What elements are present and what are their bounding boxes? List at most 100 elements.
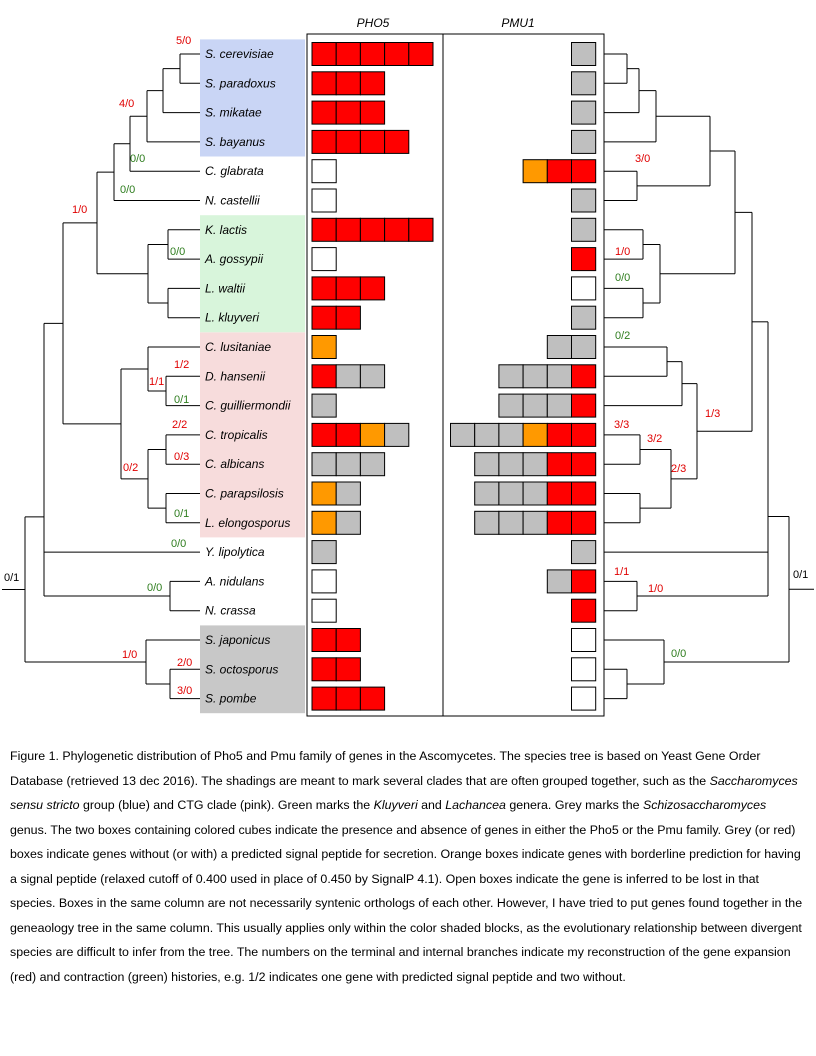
pho5-gene-cube-grey — [335, 364, 361, 389]
pho5-gene-cube-red — [311, 628, 337, 652]
pho5-gene-cube-red — [359, 217, 386, 242]
pho5-gene-cube-open — [311, 569, 337, 594]
pmu1-gene-cube-red — [571, 510, 597, 535]
pho5-column-header: PHO5 — [357, 16, 390, 30]
left-branch-label: 1/0 — [122, 649, 137, 661]
pho5-gene-cube-red — [311, 276, 337, 301]
right-species-tree — [604, 53, 814, 700]
pho5-gene-cube-red — [311, 100, 337, 125]
pho5-gene-cube-red — [408, 42, 434, 66]
left-branch-label: 5/0 — [176, 35, 191, 47]
pho5-gene-cube-red — [311, 42, 337, 66]
caption-text-4: genera. Grey marks the — [505, 798, 643, 812]
pmu1-gene-cube-open — [571, 628, 597, 652]
pho5-gene-cube-red — [359, 686, 386, 711]
gene-box-frames: PHO5 PMU1 — [306, 16, 605, 717]
pho5-gene-cube-red — [311, 129, 337, 154]
pho5-gene-cube-red — [384, 129, 410, 154]
pmu1-gene-cube-red — [571, 481, 597, 506]
pho5-gene-cube-red — [335, 422, 361, 447]
caption-text-1: Figure 1. Phylogenetic distribution of P… — [10, 749, 761, 788]
pmu1-gene-cube-grey — [498, 510, 524, 535]
pho5-gene-cube-orange — [311, 481, 337, 506]
figure-caption: Figure 1. Phylogenetic distribution of P… — [10, 744, 806, 989]
left-branch-label: 0/1 — [174, 394, 189, 406]
caption-text-5: genus. The two boxes containing colored … — [10, 822, 803, 984]
pmu1-gene-cube-grey — [522, 481, 548, 506]
pho5-gene-cube-grey — [335, 452, 361, 477]
species-name: A. nidulans — [204, 574, 264, 588]
pho5-gene-cube-red — [384, 42, 410, 66]
right-branch-label: 3/2 — [647, 433, 662, 445]
species-name: S. paradoxus — [205, 76, 276, 90]
pmu1-gene-cube-grey — [571, 71, 597, 96]
pmu1-gene-cube-grey — [546, 569, 572, 594]
pmu1-gene-cube-red — [571, 364, 597, 389]
right-branch-label: 1/0 — [615, 246, 630, 258]
pho5-gene-cube-red — [335, 276, 361, 301]
pmu1-gene-cube-grey — [474, 422, 500, 447]
left-branch-label: 1/2 — [174, 359, 189, 371]
pmu1-gene-cube-orange — [522, 159, 548, 184]
species-name: C. glabrata — [205, 164, 264, 178]
species-name: S. cerevisiae — [205, 47, 274, 61]
pmu1-gene-cube-red — [546, 159, 572, 184]
pho5-gene-cube-grey — [335, 481, 361, 506]
pmu1-gene-cube-red — [571, 452, 597, 477]
pmu1-gene-cube-grey — [546, 393, 572, 418]
left-branch-label: 0/0 — [130, 153, 145, 165]
pmu1-gene-cube-grey — [474, 481, 500, 506]
pho5-gene-cube-red — [335, 42, 361, 66]
pmu1-gene-cube-grey — [571, 129, 597, 154]
pmu1-gene-cube-open — [571, 657, 597, 682]
pho5-gene-cube-red — [311, 686, 337, 711]
left-branch-label: 0/2 — [123, 462, 138, 474]
pho5-gene-cube-red — [311, 364, 337, 389]
phylogeny-figure: PHO5 PMU1 S. cerevisiae S. paradoxus S. mi… — [2, 16, 814, 717]
species-name: C. tropicalis — [205, 428, 268, 442]
pmu1-gene-cube-grey — [522, 452, 548, 477]
species-name: C. lusitaniae — [205, 340, 271, 354]
right-branch-label: 1/0 — [648, 583, 663, 595]
caption-italic-1: Saccharomyces sensu stricto — [10, 773, 798, 813]
left-branch-label: 0/1 — [174, 508, 189, 520]
shade-green — [200, 215, 305, 333]
pmu1-frame — [442, 33, 605, 717]
pmu1-gene-cube-grey — [571, 42, 597, 66]
species-name: S. octosporus — [205, 662, 278, 676]
pho5-gene-cube-grey — [384, 422, 410, 447]
pmu1-gene-cube-red — [571, 422, 597, 447]
species-name: L. waltii — [205, 281, 245, 295]
pho5-gene-cube-red — [335, 217, 361, 242]
pmu1-gene-cube-grey — [498, 422, 524, 447]
shade-pink — [200, 332, 305, 538]
right-branch-label: 0/0 — [671, 648, 686, 660]
pho5-gene-cube-red — [335, 686, 361, 711]
pho5-gene-cube-red — [359, 100, 386, 125]
species-name: S. bayanus — [205, 135, 265, 149]
pho5-gene-cube-red — [311, 657, 337, 682]
pho5-gene-cube-red — [335, 71, 361, 96]
pmu1-gene-cube-red — [546, 452, 572, 477]
pmu1-gene-cube-red — [571, 598, 597, 623]
left-branch-label: 0/3 — [174, 451, 189, 463]
right-branch-label: 1/1 — [614, 566, 629, 578]
pmu1-gene-cube-red — [571, 159, 597, 184]
shade-blue — [200, 39, 305, 157]
pho5-gene-cube-orange — [359, 422, 386, 447]
pho5-gene-cube-open — [311, 247, 337, 272]
pmu1-gene-cube-grey — [498, 452, 524, 477]
caption-text-3: and — [417, 798, 446, 812]
pmu1-gene-cube-grey — [546, 335, 572, 359]
pho5-gene-cube-open — [311, 598, 337, 623]
pho5-gene-cube-red — [384, 217, 410, 242]
right-branch-label: 0/0 — [615, 272, 630, 284]
species-name: C. albicans — [205, 457, 264, 471]
pho5-gene-cube-grey — [359, 452, 386, 477]
pmu1-gene-cube-open — [571, 686, 597, 711]
branch-labels: 5/0 4/0 0/0 0/0 1/0 0/0 1/2 1/1 0/1 2/2 0/3 0/2 0/1 0… — [4, 35, 808, 697]
pho5-gene-cube-open — [311, 188, 337, 213]
pho5-gene-cube-red — [311, 305, 337, 330]
shade-grey — [200, 625, 305, 714]
pho5-gene-cube-red — [311, 71, 337, 96]
